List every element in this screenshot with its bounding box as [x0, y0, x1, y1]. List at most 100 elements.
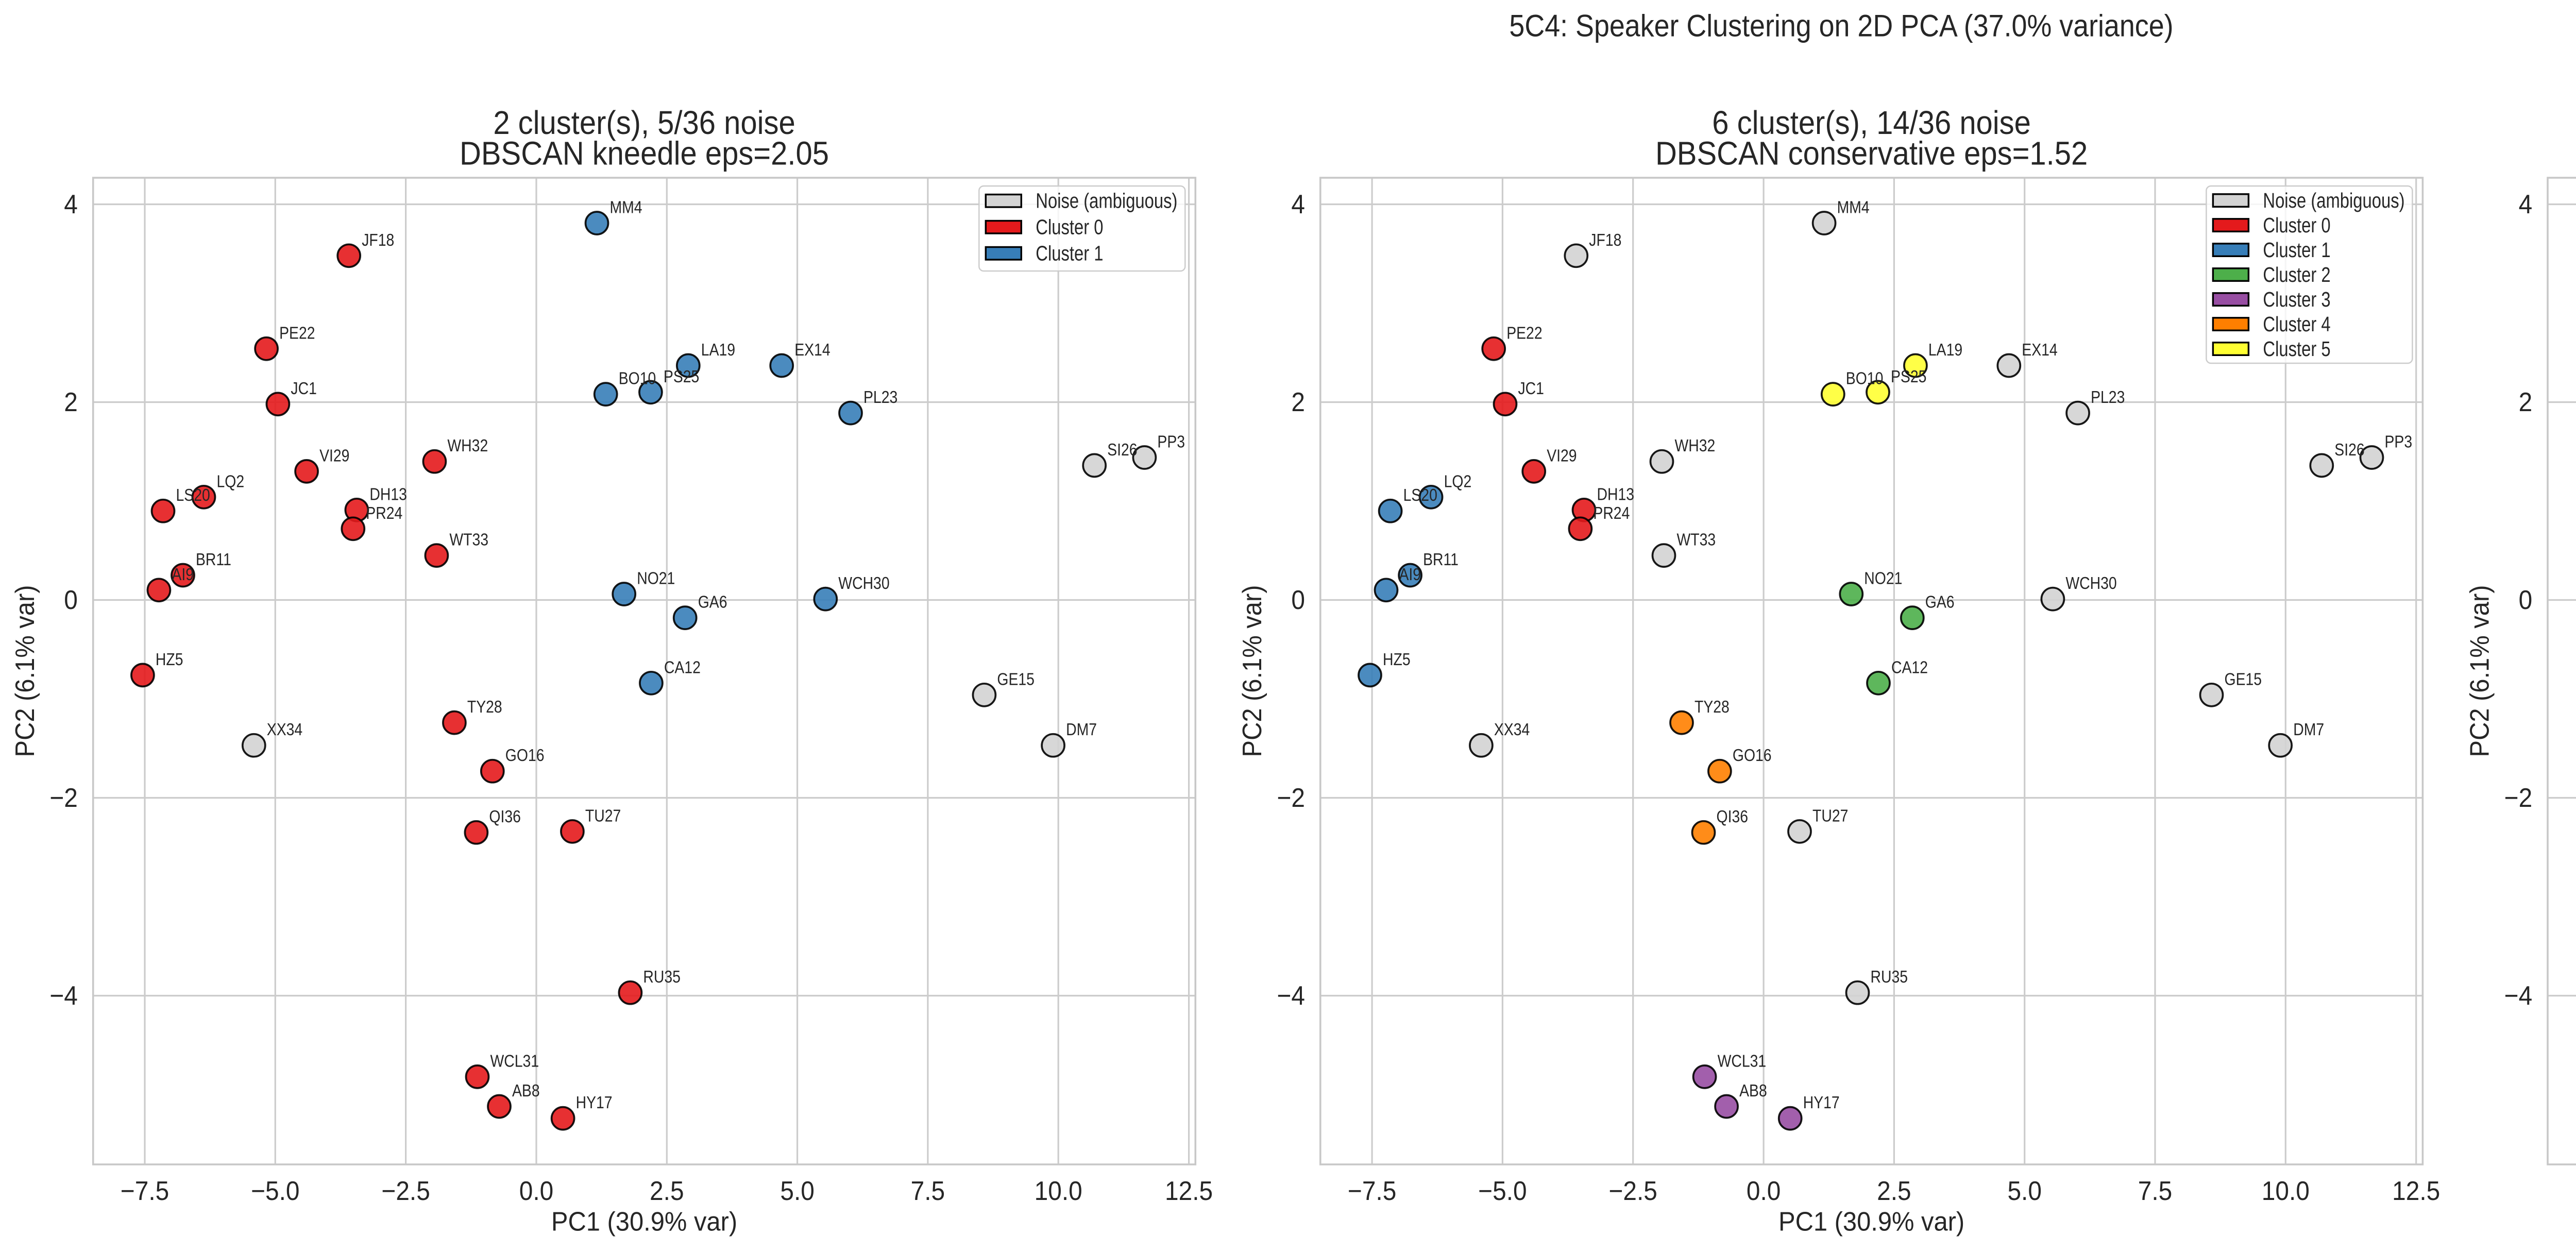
svg-text:SI26: SI26: [2334, 440, 2364, 460]
svg-text:QI36: QI36: [1717, 807, 1749, 826]
svg-text:−2: −2: [2504, 783, 2533, 813]
svg-text:Cluster 5: Cluster 5: [2263, 336, 2330, 360]
svg-text:DBSCAN conservative eps=1.52: DBSCAN conservative eps=1.52: [1655, 135, 2088, 172]
svg-text:Cluster 0: Cluster 0: [2263, 213, 2330, 236]
svg-text:TU27: TU27: [585, 806, 621, 825]
svg-text:JC1: JC1: [1518, 379, 1544, 398]
svg-text:EX14: EX14: [2022, 340, 2057, 360]
svg-text:PP3: PP3: [1157, 432, 1185, 451]
svg-text:RU35: RU35: [643, 967, 681, 987]
svg-text:HY17: HY17: [1803, 1093, 1840, 1112]
svg-text:Cluster 1: Cluster 1: [2263, 238, 2330, 261]
svg-text:−7.5: −7.5: [2575, 1176, 2576, 1206]
svg-text:AB8: AB8: [1739, 1081, 1767, 1101]
svg-text:NO21: NO21: [637, 568, 675, 588]
svg-text:JF18: JF18: [1589, 230, 1621, 250]
svg-text:TU27: TU27: [1812, 806, 1848, 825]
svg-text:6 cluster(s), 14/36 noise: 6 cluster(s), 14/36 noise: [1712, 104, 2031, 141]
svg-text:LA19: LA19: [1928, 340, 1962, 360]
svg-text:BO10: BO10: [1846, 369, 1884, 388]
svg-text:Cluster 4: Cluster 4: [2263, 312, 2330, 335]
svg-text:WCL31: WCL31: [490, 1051, 539, 1071]
svg-text:−4: −4: [49, 980, 78, 1010]
svg-text:2.5: 2.5: [650, 1176, 684, 1206]
svg-text:AI9: AI9: [1399, 565, 1421, 584]
svg-text:−5.0: −5.0: [1478, 1176, 1527, 1206]
svg-text:12.5: 12.5: [1165, 1176, 1213, 1206]
svg-text:0: 0: [1291, 585, 1305, 615]
svg-text:GA6: GA6: [1925, 593, 1955, 612]
svg-text:VI29: VI29: [1547, 446, 1577, 465]
svg-text:PC2 (6.1% var): PC2 (6.1% var): [1237, 585, 1267, 757]
svg-text:0.0: 0.0: [519, 1176, 554, 1206]
svg-text:PR24: PR24: [1593, 503, 1630, 523]
svg-text:BO10: BO10: [619, 369, 656, 388]
svg-text:−2: −2: [49, 783, 78, 813]
svg-text:Cluster 1: Cluster 1: [1036, 241, 1103, 265]
svg-text:5.0: 5.0: [780, 1176, 815, 1206]
svg-text:LA19: LA19: [701, 340, 735, 360]
svg-text:10.0: 10.0: [1035, 1176, 1082, 1206]
svg-text:HY17: HY17: [576, 1093, 613, 1112]
svg-text:JF18: JF18: [362, 230, 394, 250]
svg-text:SI26: SI26: [1107, 440, 1137, 460]
svg-text:LS20: LS20: [176, 485, 210, 505]
svg-text:Noise (ambiguous): Noise (ambiguous): [1036, 189, 1177, 212]
svg-text:PR24: PR24: [366, 503, 402, 523]
svg-text:Cluster 3: Cluster 3: [2263, 287, 2330, 311]
svg-text:0: 0: [64, 585, 78, 615]
svg-text:XX34: XX34: [267, 720, 302, 739]
svg-text:DM7: DM7: [2293, 720, 2324, 739]
svg-text:−2: −2: [1277, 783, 1305, 813]
svg-text:4: 4: [64, 189, 78, 219]
svg-text:XX34: XX34: [1494, 720, 1530, 739]
svg-text:PC2 (6.1% var): PC2 (6.1% var): [2464, 585, 2495, 757]
svg-text:QI36: QI36: [489, 807, 521, 826]
svg-text:CA12: CA12: [1891, 657, 1928, 677]
svg-text:5.0: 5.0: [2007, 1176, 2042, 1206]
svg-text:PE22: PE22: [1506, 323, 1542, 343]
svg-text:GO16: GO16: [1733, 746, 1772, 765]
svg-text:HZ5: HZ5: [156, 650, 183, 669]
svg-text:PL23: PL23: [863, 387, 897, 407]
svg-text:0: 0: [2519, 585, 2533, 615]
svg-text:WCH30: WCH30: [838, 573, 889, 593]
svg-text:PC1 (30.9% var): PC1 (30.9% var): [551, 1206, 737, 1237]
svg-text:2: 2: [64, 387, 78, 417]
svg-text:BR11: BR11: [196, 550, 231, 569]
svg-text:2 cluster(s), 5/36 noise: 2 cluster(s), 5/36 noise: [493, 104, 795, 141]
svg-text:JC1: JC1: [291, 379, 316, 398]
svg-text:TY28: TY28: [1694, 697, 1730, 717]
svg-text:VI29: VI29: [319, 446, 349, 465]
svg-text:PS25: PS25: [664, 367, 699, 386]
svg-text:DH13: DH13: [1597, 484, 1635, 504]
svg-text:DH13: DH13: [369, 484, 407, 504]
svg-text:−2.5: −2.5: [1608, 1176, 1657, 1206]
svg-text:PC1 (30.9% var): PC1 (30.9% var): [1778, 1206, 1964, 1237]
svg-text:2.5: 2.5: [1877, 1176, 1911, 1206]
svg-text:GE15: GE15: [997, 669, 1035, 689]
svg-text:Noise (ambiguous): Noise (ambiguous): [2263, 188, 2404, 212]
svg-text:WH32: WH32: [1675, 436, 1716, 455]
svg-text:GA6: GA6: [698, 593, 727, 612]
svg-text:2: 2: [1291, 387, 1305, 417]
svg-text:LQ2: LQ2: [1444, 471, 1472, 491]
svg-text:MM4: MM4: [1837, 197, 1870, 217]
svg-text:−4: −4: [1277, 980, 1305, 1010]
svg-text:−4: −4: [2504, 980, 2533, 1010]
svg-text:WT33: WT33: [449, 530, 488, 550]
svg-text:5C4: Speaker Clustering on 2D: 5C4: Speaker Clustering on 2D PCA (37.0%…: [1509, 9, 2173, 43]
svg-text:−7.5: −7.5: [1348, 1176, 1396, 1206]
svg-text:CA12: CA12: [664, 657, 701, 677]
svg-text:12.5: 12.5: [2392, 1176, 2440, 1206]
svg-text:PS25: PS25: [1891, 367, 1926, 386]
svg-text:DBSCAN kneedle eps=2.05: DBSCAN kneedle eps=2.05: [460, 135, 829, 172]
svg-text:0.0: 0.0: [1747, 1176, 1781, 1206]
svg-text:BR11: BR11: [1423, 550, 1459, 569]
svg-text:PL23: PL23: [2091, 387, 2125, 407]
svg-text:7.5: 7.5: [2138, 1176, 2173, 1206]
svg-text:HZ5: HZ5: [1383, 650, 1411, 669]
svg-text:PC2 (6.1% var): PC2 (6.1% var): [10, 585, 40, 757]
svg-text:RU35: RU35: [1871, 967, 1908, 987]
svg-text:EX14: EX14: [794, 340, 830, 360]
